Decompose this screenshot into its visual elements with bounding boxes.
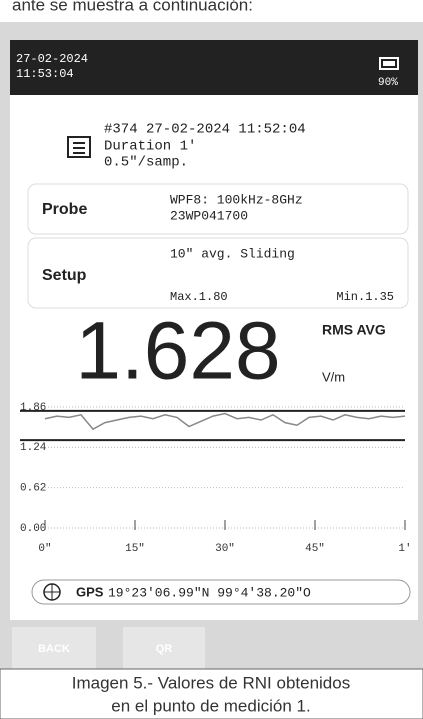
record-line: Duration 1' [104, 139, 196, 155]
back-button-label[interactable]: BACK [38, 643, 70, 655]
y-tick-label: 0.62 [20, 483, 46, 495]
caption-line: en el punto de medición 1. [111, 696, 310, 715]
qr-button[interactable] [123, 627, 205, 669]
x-tick-label: 30" [215, 543, 235, 555]
gps-coords: 19°23'06.99"N 99°4'38.20"O [108, 585, 311, 600]
y-tick-label: 0.00 [20, 523, 46, 535]
gps-label: GPS [76, 584, 104, 599]
y-tick-label: 1.86 [20, 402, 46, 414]
setup-max: Max.1.80 [170, 290, 228, 304]
status-date: 27-02-2024 [16, 52, 88, 66]
probe-box [27, 183, 409, 235]
caption-line: Imagen 5.- Valores de RNI obtenidos [72, 673, 350, 692]
setup-mode: 10" avg. Sliding [170, 246, 295, 261]
back-button[interactable] [12, 627, 96, 669]
reading-kind: RMS AVG [322, 322, 386, 338]
x-tick-label: 1' [398, 543, 411, 555]
record-line: 0.5"/samp. [104, 155, 188, 171]
reading-value: 1.628 [75, 306, 280, 397]
reading-unit: V/m [322, 369, 345, 384]
record-icon [67, 136, 91, 158]
probe-line: 23WP041700 [170, 208, 248, 223]
status-bar [10, 40, 418, 95]
setup-label: Setup [42, 267, 87, 284]
page-strip [0, 0, 423, 22]
setup-min: Min.1.35 [336, 290, 394, 304]
x-tick-label: 15" [125, 543, 145, 555]
probe-line: WPF8: 100kHz-8GHz [170, 192, 303, 207]
battery-text: 90% [378, 77, 398, 89]
screen [10, 95, 418, 620]
trace-line [44, 412, 406, 431]
page-header: ante se muestra a continuación: [12, 0, 253, 14]
y-tick-label: 1.24 [20, 442, 47, 454]
gps-box [31, 579, 411, 605]
record-line: #374 27-02-2024 11:52:04 [104, 122, 306, 138]
x-tick-label: 45" [305, 543, 325, 555]
battery-level [383, 61, 395, 66]
battery-icon [379, 57, 399, 70]
caption-box [0, 668, 423, 719]
probe-label: Probe [42, 201, 87, 218]
setup-box [27, 237, 409, 309]
qr-button-label[interactable]: QR [156, 643, 173, 655]
x-tick-label: 0" [38, 543, 51, 555]
trend-chart: 0.00 0.62 1.24 1.86 0" 15" 30" 45" 1' [20, 402, 412, 555]
status-time: 11:53:04 [16, 67, 74, 81]
